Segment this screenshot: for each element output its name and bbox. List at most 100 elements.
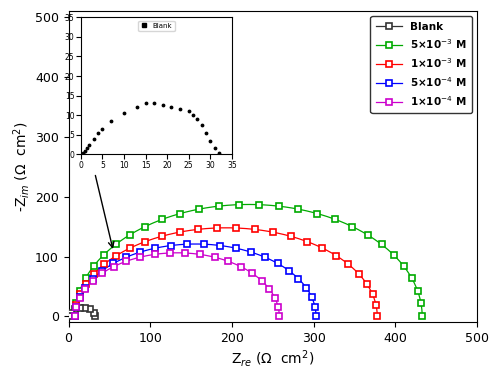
5×10$^{-4}$ M [184,242,190,247]
Blank [72,307,78,312]
1×10$^{-3}$ M [252,227,258,232]
1×10$^{-3}$ M [195,227,201,232]
Y-axis label: -Z$_{im}$ (Ω  cm$^2$): -Z$_{im}$ (Ω cm$^2$) [11,122,32,212]
1×10$^{-3}$ M [364,282,370,286]
1×10$^{-3}$ M [74,303,80,307]
5×10$^{-4}$ M [201,242,207,247]
Blank [77,306,83,310]
5×10$^{-3}$ M [72,314,78,319]
5×10$^{-4}$ M [168,243,174,248]
Blank [92,314,98,319]
1×10$^{-3}$ M [232,226,238,230]
5×10$^{-3}$ M [142,224,148,229]
5×10$^{-4}$ M [308,294,314,299]
1×10$^{-3}$ M [288,234,294,239]
5×10$^{-3}$ M [419,314,425,319]
1×10$^{-4}$ M [212,255,218,260]
5×10$^{-4}$ M [110,261,116,266]
5×10$^{-3}$ M [216,204,222,209]
1×10$^{-4}$ M [182,251,188,255]
5×10$^{-3}$ M [390,253,396,257]
5×10$^{-4}$ M [74,304,80,309]
Line: 5×10$^{-3}$ M: 5×10$^{-3}$ M [72,201,426,320]
1×10$^{-4}$ M [225,259,231,264]
5×10$^{-4}$ M [313,314,319,319]
5×10$^{-4}$ M [152,246,158,250]
5×10$^{-4}$ M [312,304,318,309]
1×10$^{-3}$ M [101,262,107,267]
5×10$^{-3}$ M [112,242,118,247]
5×10$^{-3}$ M [74,301,80,306]
5×10$^{-3}$ M [332,217,338,222]
1×10$^{-3}$ M [370,292,376,297]
1×10$^{-3}$ M [304,239,310,244]
1×10$^{-3}$ M [77,292,83,297]
5×10$^{-3}$ M [378,242,384,247]
1×10$^{-4}$ M [76,295,82,300]
1×10$^{-3}$ M [127,246,133,250]
1×10$^{-4}$ M [266,287,272,291]
5×10$^{-3}$ M [90,264,96,268]
1×10$^{-3}$ M [356,271,362,276]
Line: 5×10$^{-4}$ M: 5×10$^{-4}$ M [72,241,320,320]
1×10$^{-4}$ M [137,255,143,260]
1×10$^{-3}$ M [320,246,326,250]
1×10$^{-3}$ M [373,303,379,307]
5×10$^{-3}$ M [256,203,262,207]
5×10$^{-3}$ M [364,233,370,237]
X-axis label: Z$_{re}$ (Ω  cm$^2$): Z$_{re}$ (Ω cm$^2$) [231,348,314,369]
5×10$^{-3}$ M [196,207,202,211]
1×10$^{-4}$ M [249,271,255,276]
1×10$^{-3}$ M [346,262,352,267]
5×10$^{-3}$ M [126,233,132,237]
5×10$^{-4}$ M [82,285,88,290]
Blank [90,310,96,315]
5×10$^{-3}$ M [276,204,282,209]
1×10$^{-4}$ M [272,295,278,300]
Legend: Blank, 5×10$^{-3}$ M, 1×10$^{-3}$ M, 5×10$^{-4}$ M, 1×10$^{-4}$ M: Blank, 5×10$^{-3}$ M, 1×10$^{-3}$ M, 5×1… [370,16,472,113]
5×10$^{-3}$ M [159,217,165,222]
5×10$^{-3}$ M [408,276,414,280]
5×10$^{-4}$ M [90,277,96,281]
5×10$^{-4}$ M [137,250,143,254]
Line: 1×10$^{-3}$ M: 1×10$^{-3}$ M [72,225,380,320]
5×10$^{-4}$ M [217,243,223,248]
1×10$^{-3}$ M [176,230,182,234]
5×10$^{-4}$ M [286,268,292,273]
1×10$^{-3}$ M [214,226,220,230]
1×10$^{-4}$ M [74,305,80,309]
5×10$^{-4}$ M [262,255,268,260]
1×10$^{-4}$ M [100,271,105,276]
5×10$^{-4}$ M [248,250,254,254]
1×10$^{-3}$ M [91,271,97,276]
5×10$^{-4}$ M [233,246,239,250]
5×10$^{-4}$ M [76,294,82,299]
1×10$^{-4}$ M [276,314,282,319]
1×10$^{-4}$ M [90,278,96,283]
5×10$^{-4}$ M [275,261,281,266]
5×10$^{-3}$ M [414,288,420,293]
1×10$^{-4}$ M [152,252,158,257]
5×10$^{-4}$ M [123,255,129,260]
1×10$^{-4}$ M [110,264,116,269]
1×10$^{-3}$ M [334,253,340,258]
1×10$^{-3}$ M [159,234,165,239]
5×10$^{-3}$ M [77,288,83,293]
1×10$^{-4}$ M [197,252,203,257]
1×10$^{-3}$ M [72,314,78,319]
5×10$^{-3}$ M [418,301,424,306]
1×10$^{-4}$ M [275,305,281,309]
5×10$^{-3}$ M [296,207,302,211]
Blank [68,310,74,315]
5×10$^{-3}$ M [82,276,88,280]
Line: 1×10$^{-4}$ M: 1×10$^{-4}$ M [72,250,283,320]
1×10$^{-4}$ M [166,251,172,255]
1×10$^{-3}$ M [374,314,380,319]
1×10$^{-4}$ M [72,314,78,319]
1×10$^{-4}$ M [123,259,129,264]
Line: Blank: Blank [67,304,98,320]
5×10$^{-3}$ M [400,264,406,268]
Blank [87,307,93,312]
5×10$^{-4}$ M [296,277,302,281]
1×10$^{-4}$ M [258,278,264,283]
